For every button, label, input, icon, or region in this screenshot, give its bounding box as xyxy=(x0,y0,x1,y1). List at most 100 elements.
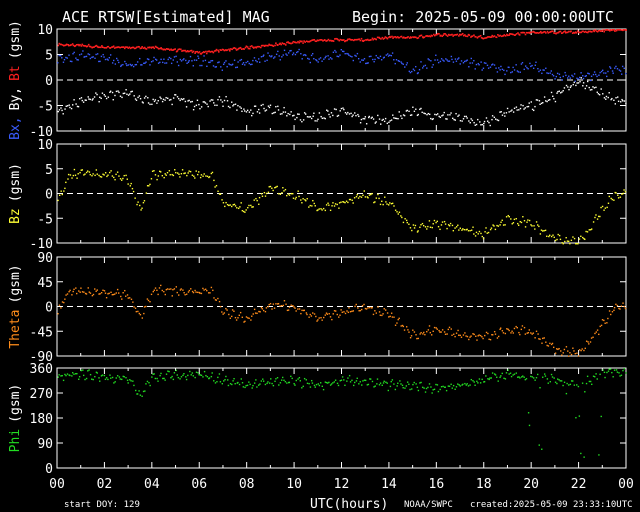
data-point xyxy=(359,309,361,312)
data-point xyxy=(269,104,272,106)
data-point xyxy=(176,96,179,98)
data-point xyxy=(473,333,475,336)
data-point xyxy=(325,204,328,206)
data-point xyxy=(297,378,299,380)
data-point xyxy=(116,171,119,173)
data-point xyxy=(373,60,375,63)
data-point xyxy=(288,194,291,196)
data-point xyxy=(87,96,89,98)
data-point xyxy=(405,385,408,387)
data-point xyxy=(75,57,77,59)
data-point xyxy=(394,324,397,326)
data-point xyxy=(470,118,472,120)
data-point xyxy=(218,300,221,303)
data-point xyxy=(332,202,334,204)
data-point xyxy=(500,375,502,377)
data-point xyxy=(192,65,195,67)
data-point xyxy=(611,198,614,201)
data-point xyxy=(213,50,216,52)
data-point xyxy=(518,109,520,111)
data-point xyxy=(81,169,84,171)
data-point xyxy=(437,61,440,64)
data-point xyxy=(596,218,599,220)
data-point xyxy=(83,45,86,47)
data-point xyxy=(359,195,361,198)
data-point xyxy=(190,374,192,376)
data-point xyxy=(134,307,137,309)
data-point xyxy=(223,380,225,382)
data-point xyxy=(409,337,412,339)
data-point xyxy=(457,115,459,117)
data-point xyxy=(588,86,590,89)
data-point xyxy=(351,310,353,313)
data-point xyxy=(362,59,365,61)
data-point xyxy=(389,36,392,39)
data-point xyxy=(426,330,428,333)
data-point xyxy=(370,193,372,196)
data-point xyxy=(91,46,93,49)
data-point xyxy=(170,98,172,101)
data-point xyxy=(64,108,66,110)
data-point xyxy=(216,381,218,383)
x-tick-label: 22 xyxy=(571,477,587,492)
data-point xyxy=(352,114,354,116)
data-point xyxy=(502,34,505,37)
data-point xyxy=(104,58,107,61)
data-point xyxy=(149,300,151,303)
data-point xyxy=(607,29,610,31)
data-point xyxy=(147,97,149,99)
data-point xyxy=(118,175,120,177)
data-point xyxy=(575,243,577,245)
data-point xyxy=(377,306,379,308)
data-point xyxy=(520,376,523,378)
data-point xyxy=(508,216,510,218)
data-point xyxy=(60,375,62,377)
data-point xyxy=(455,34,458,36)
data-point xyxy=(303,40,305,42)
data-point xyxy=(327,55,329,57)
data-point xyxy=(577,355,580,357)
data-point xyxy=(603,209,605,211)
data-point xyxy=(426,34,428,37)
data-point xyxy=(515,106,518,108)
data-point xyxy=(398,317,400,320)
data-point xyxy=(211,372,213,374)
data-point xyxy=(589,380,592,383)
data-point xyxy=(470,229,473,231)
data-point xyxy=(339,380,341,382)
data-point xyxy=(564,240,566,243)
data-point xyxy=(297,190,299,192)
data-point xyxy=(612,376,614,378)
data-point xyxy=(423,36,426,38)
data-point xyxy=(434,59,436,61)
data-point xyxy=(375,54,377,57)
data-point xyxy=(463,60,466,63)
data-point xyxy=(411,229,413,232)
data-point xyxy=(226,309,228,311)
data-point xyxy=(477,62,479,65)
data-point xyxy=(469,62,471,64)
data-point xyxy=(139,97,142,100)
data-point xyxy=(385,54,388,56)
data-point xyxy=(229,204,231,206)
data-point xyxy=(147,46,149,49)
data-point xyxy=(480,37,483,39)
data-point xyxy=(336,313,338,316)
data-point xyxy=(120,46,123,48)
data-point xyxy=(465,115,467,118)
data-point xyxy=(408,110,410,113)
data-point xyxy=(569,383,572,386)
data-point xyxy=(624,191,627,193)
data-point xyxy=(504,35,507,37)
data-point xyxy=(503,112,505,114)
data-point xyxy=(163,58,165,60)
data-point xyxy=(390,119,393,121)
data-point xyxy=(459,120,462,122)
data-point xyxy=(339,110,341,112)
data-point xyxy=(219,193,222,195)
y-tick-label: 180 xyxy=(30,412,53,427)
data-point xyxy=(176,172,179,174)
data-point xyxy=(577,78,580,80)
data-point xyxy=(80,287,82,289)
y-tick-label: 10 xyxy=(37,138,53,153)
